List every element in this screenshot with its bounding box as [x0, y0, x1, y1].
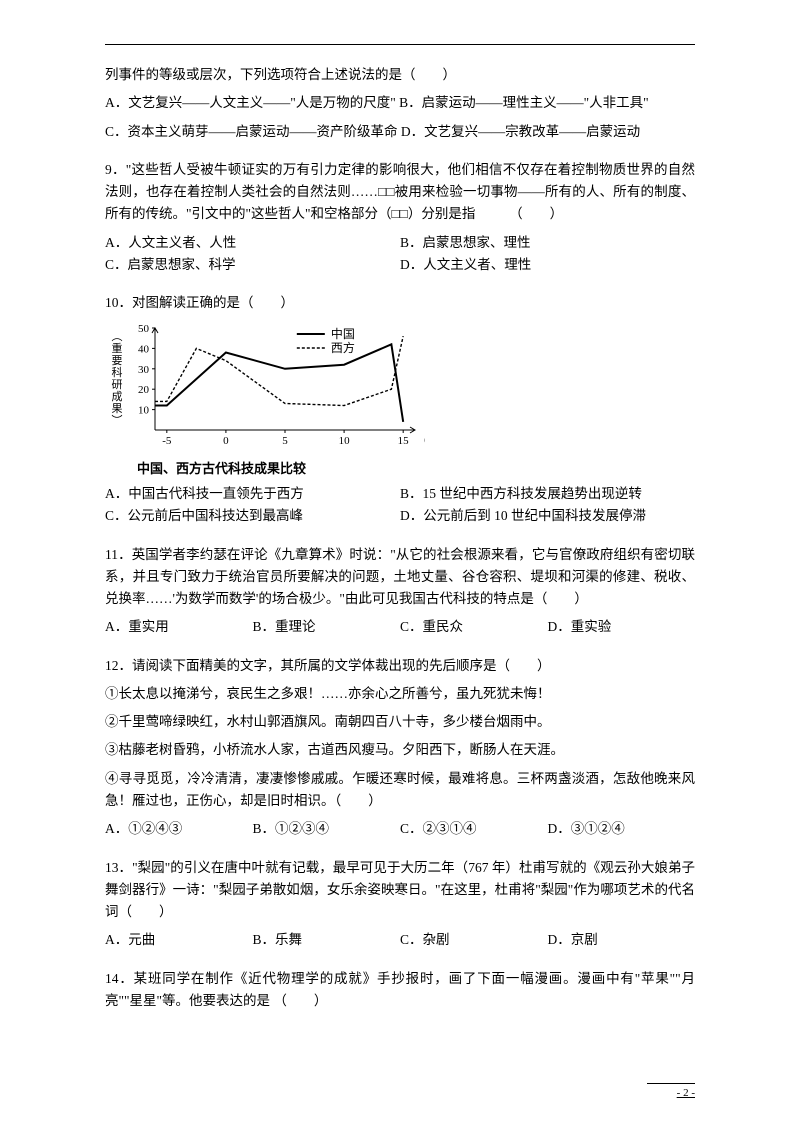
page-number: - 2 - [677, 1084, 695, 1102]
svg-text:40: 40 [138, 344, 150, 356]
page-content: 列事件的等级或层次，下列选项符合上述说法的是（ ） A．文艺复兴——人文主义——… [0, 0, 800, 1068]
question-9: 9．"这些哲人受被牛顿证实的万有引力定律的影响很大，他们相信不仅存在着控制物质世… [105, 159, 695, 276]
question-8: 列事件的等级或层次，下列选项符合上述说法的是（ ） A．文艺复兴——人文主义——… [105, 64, 695, 143]
svg-text:10: 10 [339, 435, 351, 447]
svg-text:中国: 中国 [331, 326, 355, 341]
q11-option-c: C．重民众 [400, 616, 548, 638]
q8-stem: 列事件的等级或层次，下列选项符合上述说法的是（ ） [105, 64, 695, 86]
q13-option-c: C．杂剧 [400, 929, 548, 951]
q13-option-b: B．乐舞 [253, 929, 401, 951]
svg-text:科: 科 [112, 365, 123, 379]
svg-text:（世纪）: （世纪） [417, 434, 425, 447]
q12-options: A．①②④③ B．①②③④ C．②③①④ D．③①②④ [105, 818, 695, 840]
q10-chart: 10 20 30 40 50 -5 0 5 10 15 （世纪） ︵重要科研成果︶ 中国西方 [105, 320, 695, 457]
q10-option-b: B．15 世纪中西方科技发展趋势出现逆转 [400, 483, 695, 505]
svg-text:成: 成 [112, 390, 123, 403]
q13-stem: 13．"梨园"的引义在唐中叶就有记载，最早可见于大历二年（767 年）杜甫写就的… [105, 857, 695, 924]
svg-text:-5: -5 [162, 435, 172, 447]
question-13: 13．"梨园"的引义在唐中叶就有记载，最早可见于大历二年（767 年）杜甫写就的… [105, 857, 695, 952]
question-11: 11．英国学者李约瑟在评论《九章算术》时说："从它的社会根源来看，它与官僚政府组… [105, 544, 695, 639]
question-10: 10．对图解读正确的是（ ） 10 20 30 40 50 -5 0 5 10 15 （世纪） ︵重要… [105, 292, 695, 528]
q14-stem: 14．某班同学在制作《近代物理学的成就》手抄报时，画了下面一幅漫画。漫画中有"苹… [105, 968, 695, 1013]
q12-option-d: D．③①②④ [548, 818, 696, 840]
svg-text:西方: 西方 [331, 340, 355, 355]
q10-options: A．中国古代科技一直领先于西方 B．15 世纪中西方科技发展趋势出现逆转 C．公… [105, 483, 695, 528]
q9-option-d: D．人文主义者、理性 [400, 254, 695, 276]
svg-text:︵: ︵ [112, 331, 123, 343]
svg-text:0: 0 [223, 435, 229, 447]
q12-line1: ①长太息以掩涕兮，哀民生之多艰！……亦余心之所善兮，虽九死犹未悔！ [105, 683, 695, 705]
q12-stem: 12．请阅读下面精美的文字，其所属的文学体裁出现的先后顺序是（ ） [105, 655, 695, 677]
svg-text:果: 果 [112, 402, 123, 415]
q10-chart-caption: 中国、西方古代科技成果比较 [105, 458, 695, 479]
svg-text:20: 20 [138, 385, 150, 397]
q11-option-b: B．重理论 [253, 616, 401, 638]
q12-line4: ④寻寻觅觅，冷冷清清，凄凄惨惨戚戚。乍暖还寒时候，最难将息。三杯两盏淡酒，怎敌他… [105, 768, 695, 813]
svg-text:︶: ︶ [112, 414, 123, 427]
q9-option-b: B．启蒙思想家、理性 [400, 232, 695, 254]
q9-options: A．人文主义者、人性 B．启蒙思想家、理性 C．启蒙思想家、科学 D．人文主义者… [105, 232, 695, 277]
q8-option-cd: C．资本主义萌芽——启蒙运动——资产阶级革命 D．文艺复兴——宗教改革——启蒙运… [105, 121, 695, 143]
q9-option-a: A．人文主义者、人性 [105, 232, 400, 254]
q13-option-d: D．京剧 [548, 929, 696, 951]
svg-text:10: 10 [138, 405, 150, 417]
q11-option-a: A．重实用 [105, 616, 253, 638]
q13-option-a: A．元曲 [105, 929, 253, 951]
svg-text:重: 重 [112, 341, 123, 355]
q10-option-c: C．公元前后中国科技达到最高峰 [105, 505, 400, 527]
question-12: 12．请阅读下面精美的文字，其所属的文学体裁出现的先后顺序是（ ） ①长太息以掩… [105, 655, 695, 841]
q10-option-d: D．公元前后到 10 世纪中国科技发展停滞 [400, 505, 695, 527]
svg-text:15: 15 [398, 435, 410, 447]
q11-options: A．重实用 B．重理论 C．重民众 D．重实验 [105, 616, 695, 638]
q10-option-a: A．中国古代科技一直领先于西方 [105, 483, 400, 505]
top-rule [105, 44, 695, 45]
question-14: 14．某班同学在制作《近代物理学的成就》手抄报时，画了下面一幅漫画。漫画中有"苹… [105, 968, 695, 1013]
q12-line2: ②千里莺啼绿映红，水村山郭酒旗风。南朝四百八十寺，多少楼台烟雨中。 [105, 711, 695, 733]
q9-stem: 9．"这些哲人受被牛顿证实的万有引力定律的影响很大，他们相信不仅存在着控制物质世… [105, 159, 695, 226]
q8-option-ab: A．文艺复兴——人文主义——"人是万物的尺度" B．启蒙运动——理性主义——"人… [105, 92, 695, 114]
q12-line3: ③枯藤老树昏鸦，小桥流水人家，古道西风瘦马。夕阳西下，断肠人在天涯。 [105, 739, 695, 761]
svg-text:要: 要 [112, 354, 123, 367]
q11-stem: 11．英国学者李约瑟在评论《九章算术》时说："从它的社会根源来看，它与官僚政府组… [105, 544, 695, 611]
q11-option-d: D．重实验 [548, 616, 696, 638]
q9-option-c: C．启蒙思想家、科学 [105, 254, 400, 276]
q10-chart-svg: 10 20 30 40 50 -5 0 5 10 15 （世纪） ︵重要科研成果︶ 中国西方 [105, 320, 425, 450]
svg-text:30: 30 [138, 364, 150, 376]
q12-option-c: C．②③①④ [400, 818, 548, 840]
svg-text:5: 5 [282, 435, 288, 447]
q12-option-a: A．①②④③ [105, 818, 253, 840]
q10-stem: 10．对图解读正确的是（ ） [105, 292, 695, 314]
q13-options: A．元曲 B．乐舞 C．杂剧 D．京剧 [105, 929, 695, 951]
svg-text:50: 50 [138, 323, 150, 335]
svg-text:研: 研 [112, 379, 123, 391]
q12-option-b: B．①②③④ [253, 818, 401, 840]
